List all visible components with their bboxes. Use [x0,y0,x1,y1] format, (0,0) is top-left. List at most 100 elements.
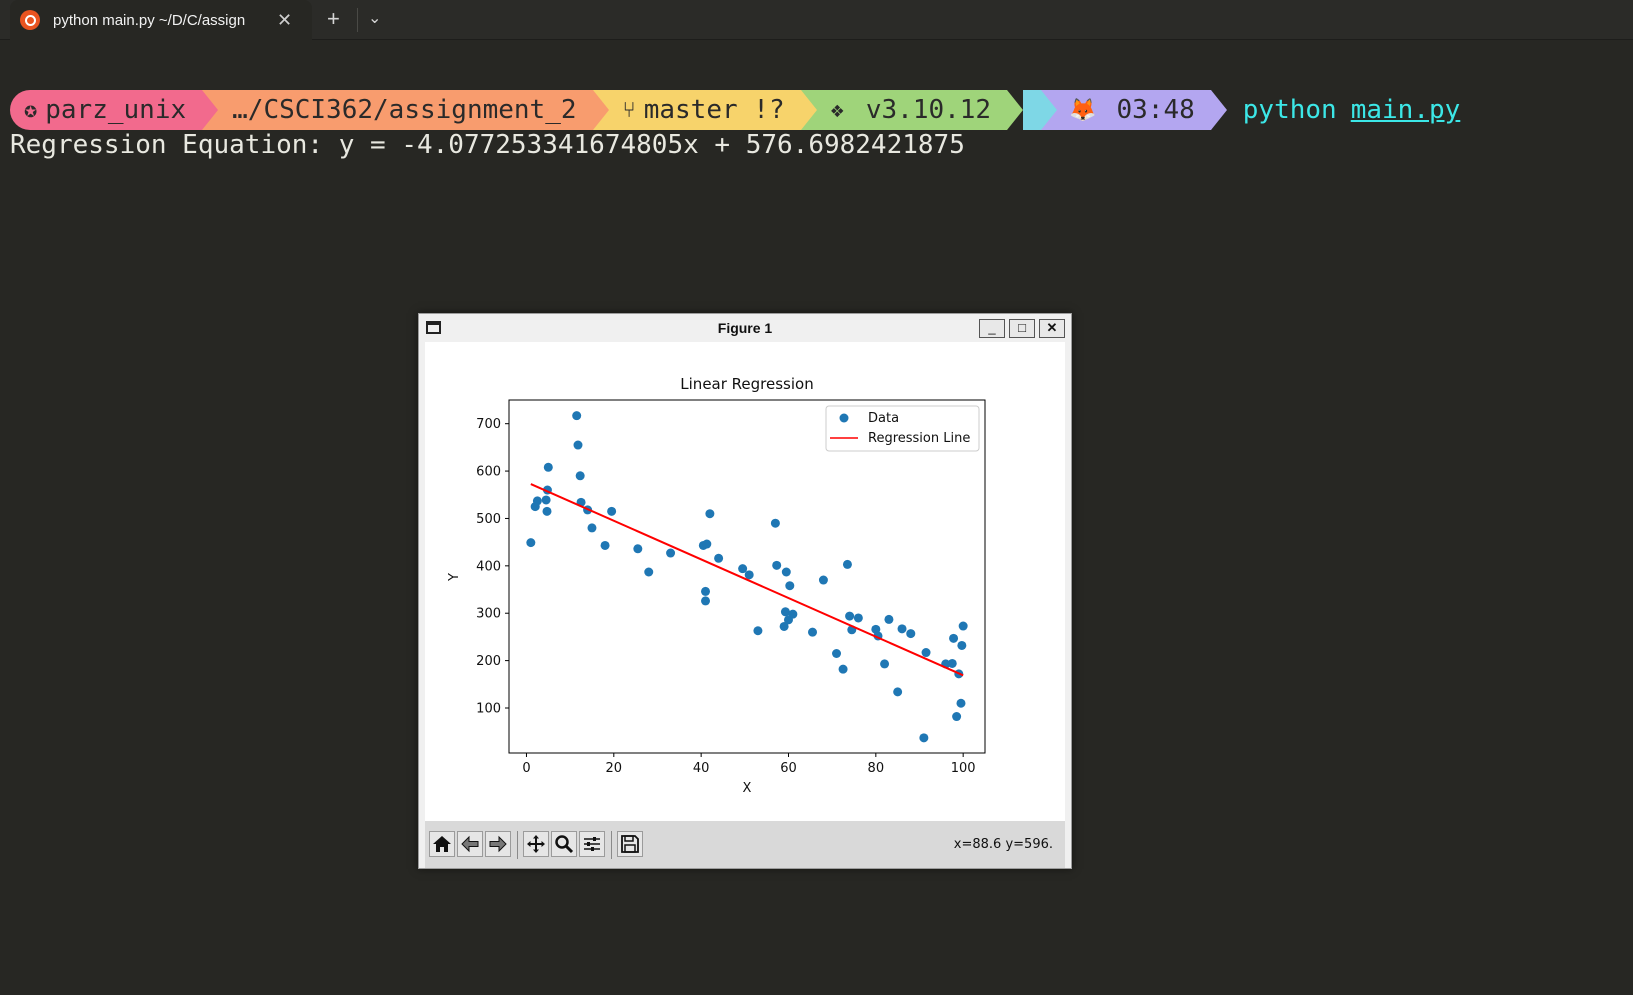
y-tick-label: 700 [476,417,501,432]
data-point [770,518,780,528]
prompt-user-segment: ✪ parz_unix [10,90,219,130]
home-button[interactable] [429,831,455,857]
zoom-icon [555,835,574,854]
prompt-command: python main.py [1243,95,1461,125]
pan-button[interactable] [523,831,549,857]
data-point [542,506,552,516]
maximize-button[interactable]: □ [1009,319,1035,338]
back-button[interactable] [457,831,483,857]
data-point [744,570,754,580]
prompt-user: parz_unix [45,95,187,125]
prompt-time: 03:48 [1116,95,1195,125]
data-point [532,496,542,506]
data-point [956,698,966,708]
zoom-button[interactable] [551,831,577,857]
forward-icon [489,835,507,853]
data-point [738,564,748,574]
python-icon: ❖ [830,97,844,123]
prompt-git-segment: ⑂ master !? [592,90,817,130]
data-point [543,462,553,472]
tab-close-icon[interactable]: ✕ [277,9,293,30]
data-point [526,538,536,548]
y-tick-label: 200 [476,654,501,669]
tab-title: python main.py ~/D/C/assign [53,11,246,29]
close-button[interactable]: ✕ [1039,319,1065,338]
data-point [541,495,551,505]
data-point [832,648,842,658]
data-point [952,712,962,722]
data-point [780,607,790,617]
data-point [587,523,597,533]
data-point [949,633,959,643]
tab-dropdown-icon[interactable]: ⌄ [368,10,382,27]
prompt-python-segment: ❖ v3.10.12 [800,90,1024,130]
configure-subplots-icon [584,837,600,851]
data-point [893,687,903,697]
data-point [957,640,967,650]
x-tick-label: 100 [951,761,976,776]
figure-canvas[interactable]: Linear Regression 0 20 40 60 80 100 100 200 300 4… [425,342,1065,821]
prompt-time-segment: 🦊 03:48 [1041,90,1227,130]
toolbar-divider [611,831,612,859]
figure-toolbar: x=88.6 y=596. [425,821,1065,868]
data-point [842,559,852,569]
prompt-path-segment: …/CSCI362/assignment_2 [202,90,609,130]
data-point [853,613,863,623]
figure-titlebar[interactable]: Figure 1 _ □ ✕ [419,314,1071,342]
save-button[interactable] [617,831,643,857]
data-point [607,506,617,516]
prompt-spacer-segment [1023,90,1058,130]
new-tab-button[interactable]: + [327,6,340,31]
ubuntu-icon: ✪ [24,97,38,123]
data-point [919,733,929,743]
legend-line-label: Regression Line [868,431,970,446]
data-point [838,664,848,674]
data-point [753,626,763,636]
y-tick-label: 600 [476,465,501,480]
prompt-python: v3.10.12 [865,95,992,125]
data-point [575,471,585,481]
forward-button[interactable] [485,831,511,857]
toolbar-divider [517,831,518,859]
git-branch-icon: ⑂ [622,97,636,123]
tab-divider [357,8,358,32]
data-point [772,560,782,570]
data-point [600,540,610,550]
data-point [845,611,855,621]
y-axis-label: Y [447,573,462,582]
chart-title: Linear Regression [680,375,813,393]
terminal-tab-strip: python main.py ~/D/C/assign ✕ + ⌄ [0,0,1633,40]
y-tick-label: 500 [476,512,501,527]
data-point [572,411,582,421]
fox-icon: 🦊 [1069,97,1097,123]
minimize-button[interactable]: _ [979,319,1005,338]
x-tick-label: 20 [606,761,623,776]
ubuntu-icon [20,10,40,30]
data-point [958,621,968,631]
data-point [714,553,724,563]
data-point [921,648,931,658]
data-point [781,567,791,577]
data-point [633,544,643,554]
legend: Data Regression Line [825,405,980,452]
terminal-tab[interactable]: python main.py ~/D/C/assign ✕ [10,0,312,40]
legend-data-marker [839,413,849,423]
data-point [705,509,715,519]
data-point [897,624,907,634]
data-point [788,609,798,619]
legend-data-label: Data [868,411,899,426]
data-point [884,614,894,624]
command-arg[interactable]: main.py [1350,95,1461,125]
prompt-git: master !? [643,95,785,125]
data-point [644,567,654,577]
data-point [880,659,890,669]
regression-line [530,483,964,677]
pan-icon [527,835,545,853]
configure-subplots-button[interactable] [579,831,605,857]
x-tick-label: 60 [780,761,797,776]
y-tick-label: 100 [476,701,501,716]
data-point [906,629,916,639]
save-icon [621,835,639,853]
plot-area [508,399,986,754]
data-point [701,586,711,596]
